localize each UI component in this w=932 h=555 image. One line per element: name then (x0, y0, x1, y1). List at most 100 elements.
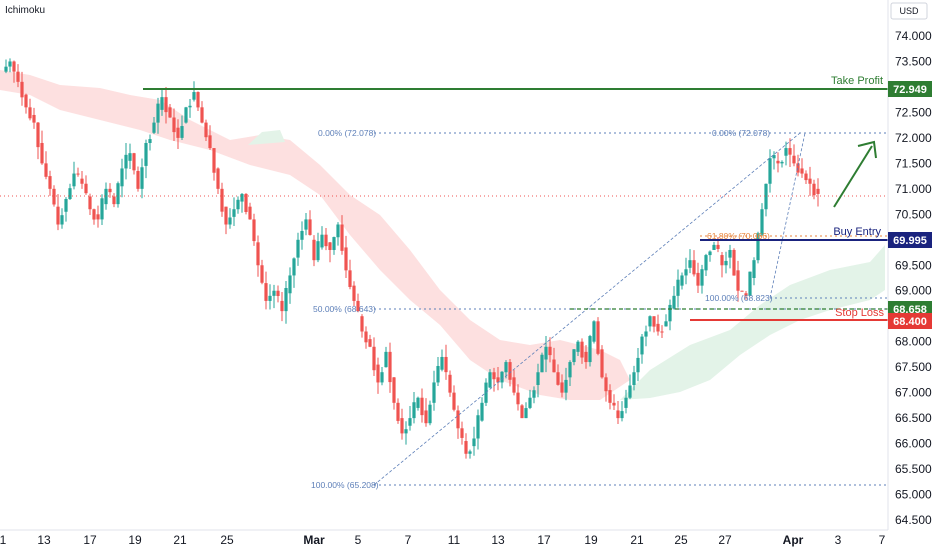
buy-entry-label: Buy Entry (833, 226, 881, 238)
candle-body (664, 321, 668, 327)
candle-body (356, 300, 360, 312)
candle-body (104, 188, 108, 205)
candle-body (688, 260, 692, 268)
candle-body (740, 290, 744, 292)
candle-body (60, 215, 64, 225)
x-tick-label: Mar (303, 533, 325, 547)
y-tick-label: 73.500 (895, 54, 932, 68)
candle-body (812, 183, 816, 196)
candle-body (376, 364, 380, 383)
candle-body (396, 402, 400, 421)
candle-body (20, 81, 24, 98)
candle-body (644, 331, 648, 337)
candle-body (400, 418, 404, 434)
fib2-diagonal (769, 132, 806, 299)
candle-body (448, 374, 452, 393)
candle-body (648, 316, 652, 327)
fib2-label-0: 0.00% (72.078) (712, 128, 770, 138)
fib2-label-618: 61.80% (70.066) (707, 231, 770, 241)
candle-body (408, 418, 412, 426)
candle-body (124, 154, 128, 169)
candle-body (604, 377, 608, 392)
projection-arrow (833, 140, 877, 208)
candle-body (116, 183, 120, 205)
candlestick-series (4, 58, 820, 459)
y-tick-label: 67.500 (895, 360, 932, 374)
candle-body (440, 356, 444, 370)
candle-body (532, 390, 536, 398)
candle-body (744, 293, 748, 296)
candle-body (268, 295, 272, 301)
candle-body (320, 234, 324, 248)
candle-body (296, 239, 300, 258)
candle-body (580, 341, 584, 358)
candle-body (264, 283, 268, 301)
candle-body (260, 265, 264, 283)
candle-body (52, 188, 56, 205)
candle-body (252, 219, 256, 242)
fib2-label-100: 100.00% (68.823) (705, 293, 773, 303)
candle-body (364, 331, 368, 343)
currency-button-bg (890, 2, 928, 20)
currency-button[interactable]: USD (890, 2, 928, 20)
candle-body (600, 349, 604, 378)
candle-body (796, 163, 800, 173)
candle-body (620, 411, 624, 419)
candle-body (256, 242, 260, 266)
candle-body (160, 97, 164, 110)
candle-body (480, 402, 484, 421)
candle-body (196, 92, 200, 108)
candle-body (100, 198, 104, 220)
candle-body (456, 410, 460, 429)
candle-body (208, 135, 212, 149)
take-profit-price-tag: 72.949 (888, 81, 932, 97)
candle-body (368, 339, 372, 347)
take-profit-tag-text: 72.949 (893, 84, 927, 96)
candle-body (608, 390, 612, 403)
candle-body (64, 199, 68, 212)
candle-body (468, 451, 472, 454)
bearish-cloud (0, 70, 630, 400)
candle-body (616, 410, 620, 419)
x-tick-label: 5 (355, 533, 362, 547)
time-axis[interactable]: 1 13 17 19 21 25 Mar 5 7 11 13 17 19 21 25 27 Apr 3 7 (0, 533, 886, 547)
candle-body (540, 354, 544, 373)
candle-body (380, 372, 384, 383)
candle-body (172, 117, 176, 133)
x-tick-label: 17 (537, 533, 551, 547)
candle-body (752, 260, 756, 278)
candle-body (536, 372, 540, 385)
candle-body (248, 206, 252, 220)
candle-body (112, 196, 116, 205)
candle-body (568, 362, 572, 378)
candle-body (444, 356, 448, 373)
candle-body (768, 158, 772, 184)
bullish-cloud-small (248, 130, 285, 145)
candle-body (340, 224, 344, 251)
candle-body (48, 176, 52, 189)
candle-body (184, 107, 188, 123)
arrow-shaft (833, 145, 873, 208)
candle-body (308, 219, 312, 235)
candle-body (32, 114, 36, 123)
candle-body (204, 122, 208, 138)
y-tick-label: 68.000 (895, 335, 932, 349)
candle-body (672, 295, 676, 309)
x-tick-label: 19 (584, 533, 598, 547)
candle-body (784, 148, 788, 156)
candle-body (12, 61, 16, 72)
y-tick-label: 71.500 (895, 156, 932, 170)
stop-loss-level[interactable]: Stop Loss (690, 307, 888, 321)
candle-body (596, 321, 600, 354)
x-tick-label: 21 (173, 533, 187, 547)
take-profit-level[interactable]: Take Profit (143, 75, 888, 90)
y-tick-label: 71.000 (895, 182, 932, 196)
candle-body (316, 241, 320, 261)
candle-body (724, 260, 728, 266)
buy-entry-level[interactable]: Buy Entry (700, 226, 888, 241)
x-tick-label: 17 (83, 533, 97, 547)
x-tick-label: 3 (835, 533, 842, 547)
candle-body (388, 351, 392, 383)
